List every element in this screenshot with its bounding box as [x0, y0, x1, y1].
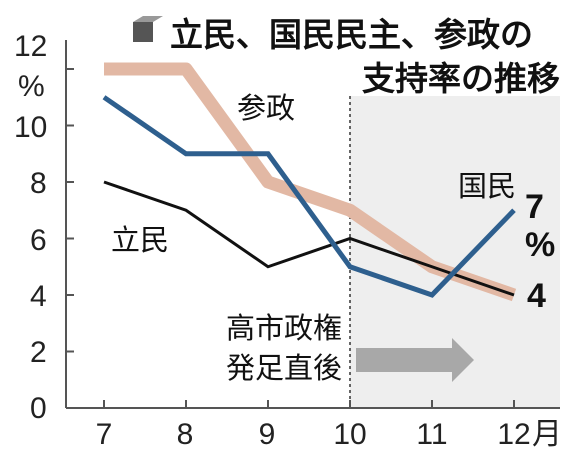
- x-tick-label-9: 9: [259, 418, 276, 451]
- series-line-kokumin: [102, 95, 516, 298]
- y-tick-label-10: 10: [14, 111, 47, 144]
- title-line-1: 立民、国民民主、参政の: [170, 15, 533, 54]
- y-tick-label-4: 4: [30, 280, 47, 313]
- x-tick-label-12: 12: [497, 418, 530, 451]
- x-tick-label-11: 11: [416, 418, 447, 451]
- end-value-shared: 4: [527, 277, 546, 315]
- chart-title: 立民、国民民主、参政の 支持率の推移: [133, 15, 560, 98]
- x-unit-label: 月: [532, 418, 562, 451]
- cube-icon-top: [133, 16, 163, 22]
- y-tick-label-8: 8: [30, 167, 47, 200]
- annotation-line-2: 発足直後: [226, 351, 342, 385]
- x-tick-label-7: 7: [96, 418, 113, 451]
- x-tick-label-10: 10: [333, 418, 366, 451]
- y-unit-label: %: [18, 70, 45, 103]
- end-value-kokumin: 7: [525, 188, 544, 226]
- series-line-rikken: [103, 180, 515, 297]
- cube-icon: [133, 22, 153, 42]
- series-label-kokumin: 国民: [458, 169, 516, 203]
- series-label-sansei: 参政: [237, 91, 295, 125]
- y-tick-label-12: 12: [14, 30, 47, 63]
- y-tick-marks: [66, 68, 74, 409]
- series-label-rikken: 立民: [111, 223, 169, 257]
- arrow-right-icon: [356, 338, 474, 382]
- annotation-line-1: 高市政権: [226, 311, 342, 345]
- y-tick-label-6: 6: [30, 224, 47, 257]
- y-tick-label-0: 0: [30, 392, 47, 425]
- x-tick-label-8: 8: [177, 418, 194, 451]
- x-tick-marks: [103, 400, 515, 408]
- end-value-kokumin-unit: %: [525, 226, 555, 264]
- title-line-2: 支持率の推移: [362, 59, 560, 98]
- y-tick-label-2: 2: [30, 336, 47, 369]
